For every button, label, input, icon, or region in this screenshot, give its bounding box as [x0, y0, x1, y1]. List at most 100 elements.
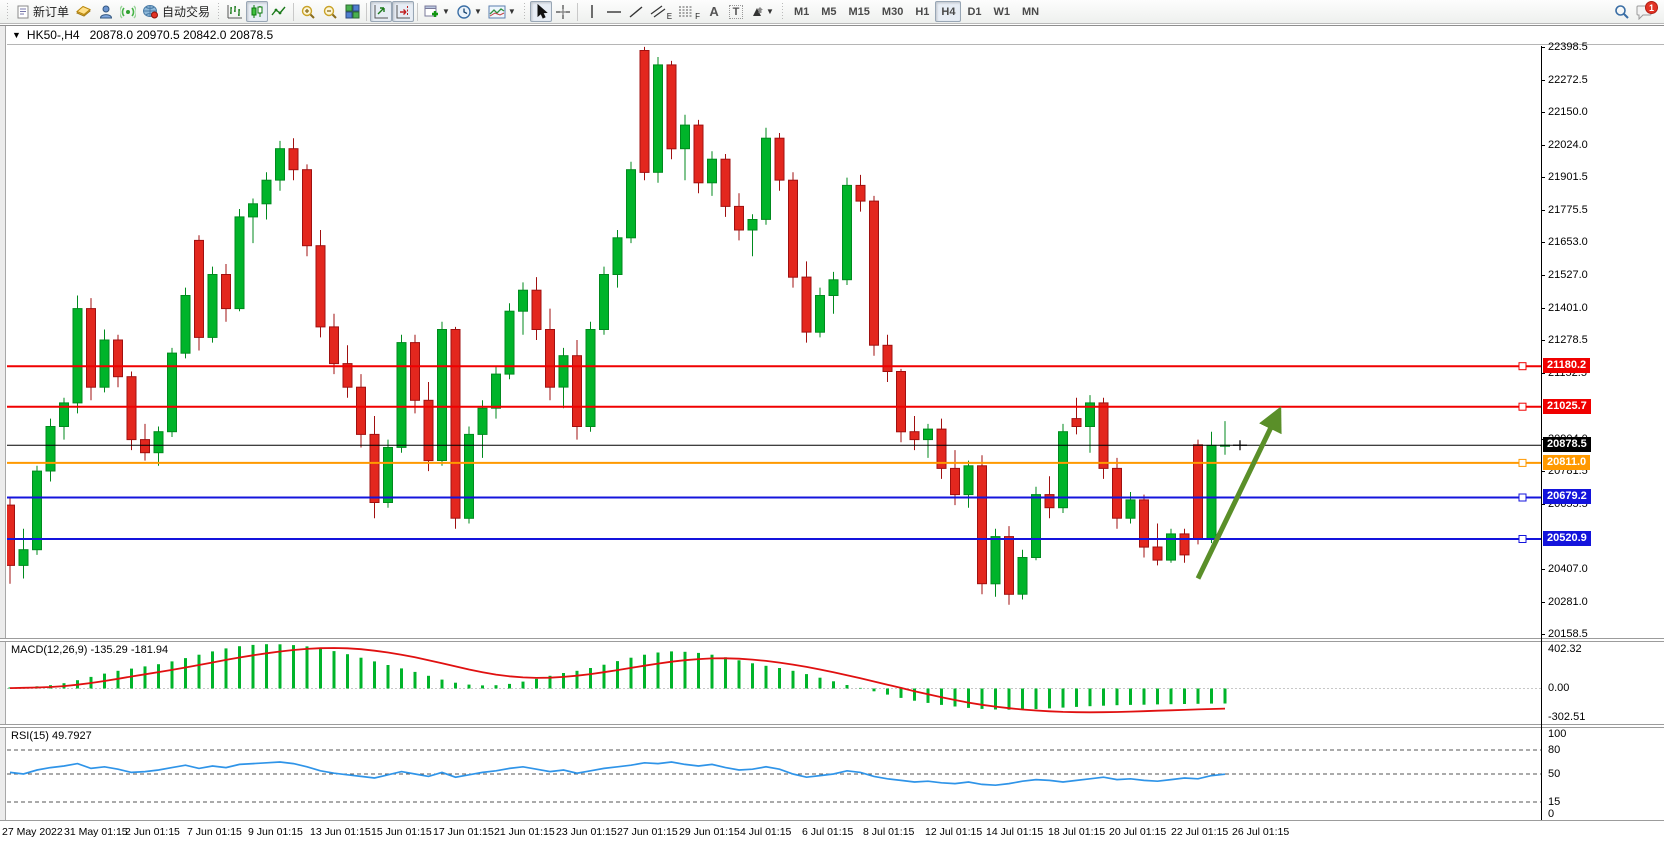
timeframe-m30-button[interactable]: M30	[881, 5, 904, 18]
price-line-label[interactable]: 21025.7	[1543, 399, 1591, 414]
price-line-handle[interactable]	[1518, 402, 1527, 411]
trendline-tool-button[interactable]	[625, 1, 647, 22]
bearish-candle	[315, 245, 326, 328]
crosshair-tool-button[interactable]	[552, 1, 574, 22]
date-label: 15 Jun 01:15	[371, 826, 432, 838]
pane-separator[interactable]	[0, 724, 1664, 728]
templates-button[interactable]: ▼	[485, 1, 519, 22]
fibonacci-tool-button[interactable]: F	[675, 1, 703, 22]
autotrading-button[interactable]: 自动交易	[139, 1, 213, 22]
trend-arrow-annotation[interactable]	[1195, 406, 1282, 580]
bullish-candle	[207, 274, 218, 338]
bearish-candle	[423, 399, 434, 462]
zoom-in-button[interactable]	[297, 1, 319, 22]
rsi-pane-canvas[interactable]	[7, 728, 1541, 820]
auto-scroll-button[interactable]	[370, 1, 393, 22]
date-label: 20 Jul 01:15	[1109, 826, 1167, 838]
search-icon	[1614, 4, 1630, 20]
search-button[interactable]	[1611, 1, 1633, 22]
bullish-candle	[923, 428, 933, 441]
rsi-level-label: 50	[1548, 768, 1561, 780]
bearish-candle	[113, 339, 123, 378]
price-line-label[interactable]: 20878.5	[1543, 437, 1591, 452]
dropdown-caret: ▼	[473, 7, 482, 16]
tile-windows-button[interactable]	[341, 1, 363, 22]
bullish-candle	[1206, 444, 1217, 540]
clock-icon	[456, 4, 472, 20]
price-line-label[interactable]: 20679.2	[1543, 489, 1591, 504]
timeframe-h1-button[interactable]: H1	[915, 5, 930, 18]
rsi-level-label: 100	[1548, 728, 1567, 740]
price-tick-mark	[1541, 47, 1545, 48]
bearish-candle	[734, 205, 744, 231]
chart-shift-button[interactable]	[392, 1, 415, 22]
price-tick-label: 22272.5	[1548, 74, 1588, 86]
price-line-handle[interactable]	[1518, 535, 1527, 543]
toolbar-grip	[779, 2, 785, 21]
timeframe-d1-button[interactable]: D1	[967, 5, 982, 18]
price-tick-mark	[1541, 340, 1545, 341]
horizontal-line-tool-button[interactable]	[603, 1, 625, 22]
tile-windows-icon	[345, 4, 360, 19]
price-chart-canvas[interactable]	[7, 46, 1541, 638]
date-label: 21 Jun 01:15	[494, 826, 555, 838]
date-label: 22 Jul 01:15	[1171, 826, 1229, 838]
bearish-candle	[896, 371, 906, 433]
price-tick-label: 20158.5	[1548, 628, 1588, 640]
timeframe-mn-button[interactable]: MN	[1022, 5, 1040, 18]
cursor-tool-button[interactable]	[529, 1, 552, 22]
pane-separator[interactable]	[0, 638, 1664, 642]
price-tick-mark	[1541, 80, 1545, 81]
arrows-tool-button[interactable]: ▼	[747, 1, 777, 22]
price-tick-label: 21775.5	[1548, 204, 1588, 216]
bearish-candle	[140, 439, 150, 454]
bullish-candle	[396, 342, 407, 448]
indicators-add-icon	[424, 4, 440, 19]
signals-button[interactable]	[117, 1, 139, 22]
text-label-tool-button[interactable]: T	[725, 1, 747, 22]
indicators-button[interactable]: ▼	[421, 1, 453, 22]
bearish-candle	[369, 433, 380, 503]
bullish-candle	[707, 158, 717, 184]
bar-chart-button[interactable]	[224, 1, 246, 22]
zoom-out-icon	[322, 4, 338, 20]
price-line-label[interactable]: 21180.2	[1543, 358, 1591, 373]
timeframe-m5-button[interactable]: M5	[821, 5, 837, 18]
notifications-button[interactable]: 1	[1633, 1, 1658, 22]
macd-pane-canvas[interactable]	[7, 642, 1541, 724]
price-tick-mark	[1541, 634, 1545, 635]
bearish-candle	[1193, 444, 1203, 540]
price-line-handle[interactable]	[1518, 362, 1527, 371]
timeframe-m15-button[interactable]: M15	[848, 5, 870, 18]
price-line-label[interactable]: 20811.0	[1543, 455, 1591, 470]
auto-scroll-icon	[373, 4, 389, 19]
timeframe-h4-button[interactable]: H4	[935, 1, 962, 22]
market-depth-button[interactable]	[72, 1, 95, 22]
vertical-line-tool-button[interactable]	[581, 1, 603, 22]
bullish-candle	[99, 339, 110, 388]
channel-tool-button[interactable]: E	[647, 1, 675, 22]
date-label: 17 Jun 01:15	[433, 826, 494, 838]
price-line-label[interactable]: 20520.9	[1543, 531, 1591, 546]
price-line-handle[interactable]	[1518, 493, 1527, 502]
profile-button[interactable]	[95, 1, 117, 22]
line-chart-button[interactable]	[268, 1, 290, 22]
timeframe-m1-button[interactable]: M1	[793, 5, 810, 18]
chart-symbol-period: HK50-,H4	[26, 28, 80, 42]
bearish-candle	[329, 326, 339, 365]
candlestick-chart-button[interactable]	[246, 1, 269, 22]
bearish-candle	[450, 329, 461, 519]
text-tool-button[interactable]: A	[703, 1, 725, 22]
price-line-handle[interactable]	[1518, 458, 1527, 467]
bearish-candle	[936, 428, 947, 469]
periods-button[interactable]: ▼	[453, 1, 485, 22]
horizontal-line-icon	[606, 5, 622, 19]
new-order-button[interactable]: 新订单	[13, 1, 72, 22]
macd-zero-label: 0.00	[1548, 682, 1570, 694]
bearish-candle	[1071, 418, 1082, 428]
bullish-candle	[747, 219, 758, 231]
zoom-out-button[interactable]	[319, 1, 341, 22]
time-axis[interactable]: 27 May 2022 31 May 01:15 2 Jun 01:15 7 Jun …	[0, 820, 1664, 841]
timeframe-w1-button[interactable]: W1	[993, 5, 1011, 18]
chart-menu-icon[interactable]: ▼	[12, 30, 21, 40]
